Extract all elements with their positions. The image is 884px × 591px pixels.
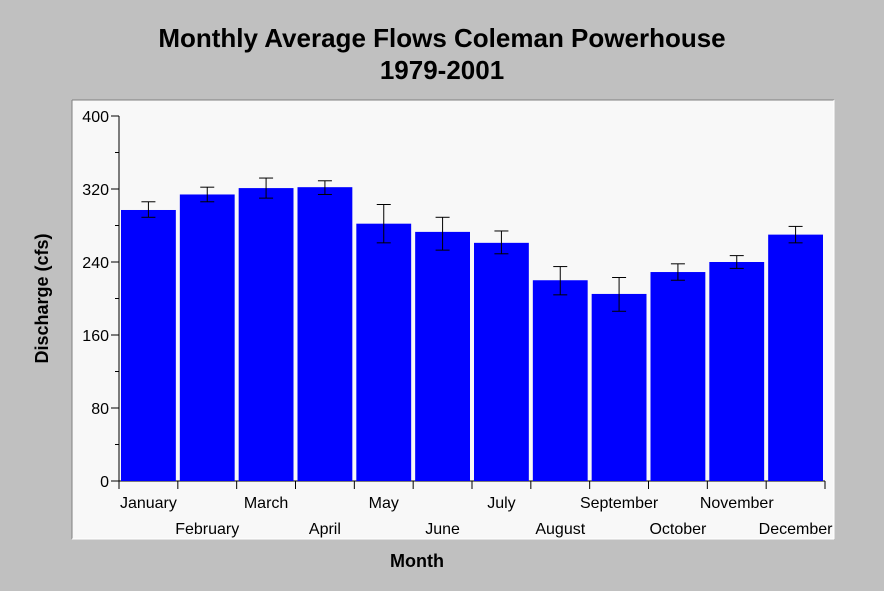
x-tick-label: March: [244, 495, 288, 512]
bar: [121, 209, 176, 482]
bar: [709, 262, 765, 481]
x-axis: January February March April May June July Augu…: [118, 480, 833, 538]
x-axis-label: Month: [390, 551, 444, 571]
y-tick-label: 0: [100, 474, 109, 491]
x-tick-label: September: [580, 495, 659, 512]
bars: [121, 187, 823, 482]
x-tick-label: August: [535, 521, 585, 538]
bar: [297, 187, 353, 482]
y-tick-label: 80: [91, 401, 109, 418]
x-tick-label: July: [487, 495, 515, 512]
x-tick-label: October: [649, 521, 707, 538]
x-tick-label: April: [309, 521, 341, 538]
x-tick-label: January: [120, 495, 177, 512]
y-axis-label: Discharge (cfs): [32, 233, 52, 363]
bar: [415, 231, 470, 481]
y-tick-label: 160: [82, 328, 109, 345]
x-tick-label: June: [425, 521, 460, 538]
chart-title: Monthly Average Flows Coleman Powerhouse…: [0, 22, 884, 86]
x-tick-label: December: [759, 521, 833, 538]
x-tick-label: February: [175, 521, 239, 538]
y-tick-label: 400: [82, 109, 109, 126]
y-tick-label: 240: [82, 255, 109, 272]
bar: [179, 194, 235, 481]
bar: [238, 188, 294, 481]
chart-subtitle: 1979-2001: [379, 55, 505, 85]
x-tick-label: May: [369, 495, 399, 512]
bar: [650, 272, 706, 481]
bar: [768, 234, 823, 481]
y-tick-label: 320: [82, 182, 109, 199]
bar: [532, 280, 588, 481]
chart-title-line: Monthly Average Flows Coleman Powerhouse: [158, 23, 726, 53]
error-bars: [141, 177, 803, 312]
bar: [474, 242, 529, 481]
bar: [356, 223, 412, 482]
y-axis: 0 80 160 240 320 400: [82, 109, 120, 491]
x-tick-label: November: [700, 495, 774, 512]
bar: [591, 293, 647, 481]
